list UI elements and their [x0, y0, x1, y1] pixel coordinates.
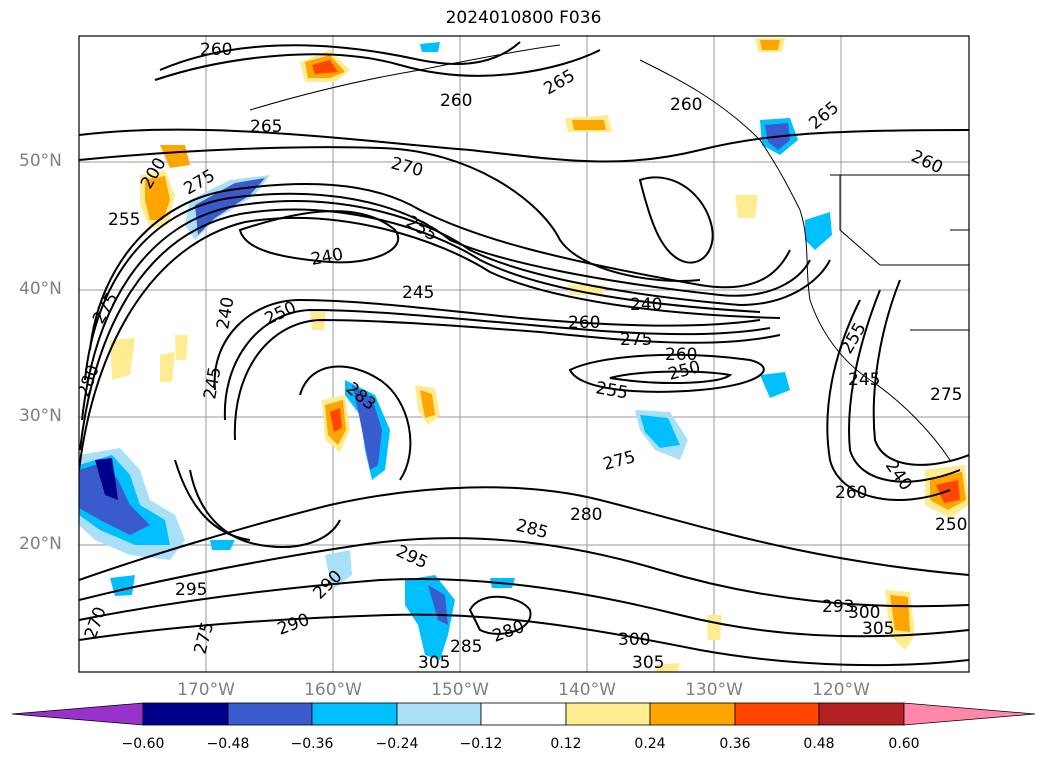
- colorbar-tick-label: −0.48: [206, 736, 250, 752]
- colorbar-tick-label: −0.60: [121, 736, 165, 752]
- contour-label: 293: [822, 597, 854, 617]
- contour-label: 275: [930, 385, 962, 405]
- contour-label: 250: [935, 515, 967, 535]
- contour-label: 300: [848, 603, 880, 623]
- lon-label: 130°W: [685, 680, 743, 700]
- contour-label: 260: [670, 95, 702, 115]
- colorbar-tick-label: 0.36: [719, 736, 751, 752]
- colorbar-swatch: [818, 702, 905, 726]
- lat-label: 50°N: [19, 151, 62, 171]
- contour-label: 305: [418, 653, 450, 673]
- contour-label: 295: [175, 580, 207, 600]
- contour-label: 245: [848, 370, 880, 390]
- contour-label: 255: [108, 210, 140, 230]
- colorbar-tick-label: −0.24: [375, 736, 419, 752]
- colorbar-tick-label: −0.36: [290, 736, 334, 752]
- colorbar-tick-label: 0.60: [888, 736, 920, 752]
- colorbar-tick-label: −0.12: [459, 736, 503, 752]
- lon-label: 150°W: [431, 680, 489, 700]
- contour-label: 260: [665, 345, 697, 365]
- colorbar-swatch: [311, 702, 398, 726]
- graticule: [79, 36, 969, 672]
- colorbar-swatch: [142, 702, 229, 726]
- contour-label: 260: [200, 40, 232, 60]
- colorbar-swatch: [565, 702, 651, 726]
- contour-label: 285: [450, 637, 482, 657]
- colorbar-swatch: [480, 702, 567, 726]
- contour-label: 260: [568, 313, 600, 333]
- colorbar-tick-label: 0.12: [550, 736, 582, 752]
- map-background: [79, 36, 969, 672]
- colorbar-extend-high: [903, 702, 1036, 726]
- lon-label: 120°W: [812, 680, 870, 700]
- colorbar-tick-label: 0.24: [634, 736, 666, 752]
- contour-label: 305: [862, 619, 894, 639]
- colorbar: [11, 702, 1036, 726]
- colorbar-swatch: [396, 702, 482, 726]
- map-frame: [78, 35, 970, 673]
- lon-label: 170°W: [177, 680, 235, 700]
- figure-title: 2024010800 F036: [445, 8, 602, 28]
- contour-label: 265: [250, 117, 282, 137]
- contour-label: 305: [632, 653, 664, 673]
- lon-label: 160°W: [304, 680, 362, 700]
- contour-lines: [79, 41, 969, 667]
- lon-label: 140°W: [558, 680, 616, 700]
- contour-label: 260: [835, 483, 867, 503]
- colorbar-tick-label: 0.48: [803, 736, 835, 752]
- contour-label: 300: [618, 630, 650, 650]
- contour-label: 240: [630, 295, 662, 315]
- contour-label: 280: [570, 505, 602, 525]
- contour-label: 260: [440, 91, 472, 111]
- colorbar-swatch: [734, 702, 820, 726]
- colorbar-swatch: [649, 702, 736, 726]
- lat-label: 30°N: [19, 406, 62, 426]
- contour-label: 245: [402, 283, 434, 303]
- contour-label: 275: [620, 330, 652, 350]
- coastlines: [249, 44, 969, 461]
- lat-label: 20°N: [19, 534, 62, 554]
- colorbar-swatch: [227, 702, 313, 726]
- colorbar-extend-low: [11, 702, 144, 726]
- lat-label: 40°N: [19, 279, 62, 299]
